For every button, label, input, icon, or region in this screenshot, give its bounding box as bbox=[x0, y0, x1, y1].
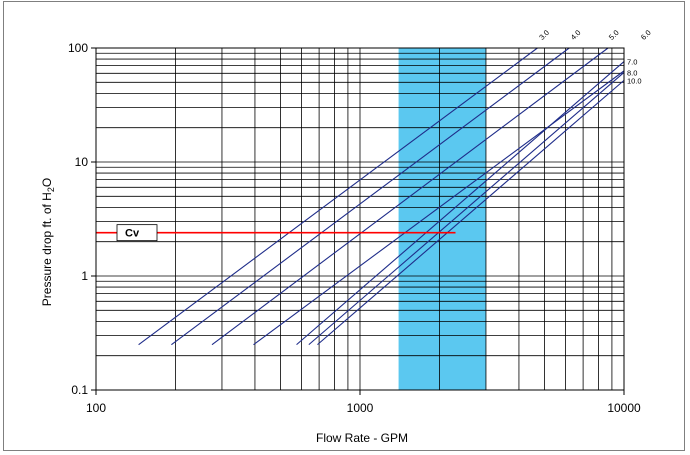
series-label-3-0: 3.0 bbox=[537, 28, 551, 42]
y-axis-title-tail: O bbox=[40, 178, 54, 187]
series-line-3-0 bbox=[138, 47, 538, 346]
series-line-7-0 bbox=[296, 61, 625, 346]
x-axis-title: Flow Rate - GPM bbox=[316, 431, 408, 445]
chart-frame: Cv 100 1000 10000 0.1 1 10 100 3.0 4.0 5.0 6.0 7.0… bbox=[3, 1, 685, 451]
series-label-5-0: 5.0 bbox=[607, 28, 621, 42]
series-line-4-0 bbox=[171, 47, 570, 346]
y-axis-title-main: Pressure drop ft. of H bbox=[40, 192, 54, 306]
y-axis-title-subscript: 2 bbox=[46, 187, 56, 192]
y-axis-title: Pressure drop ft. of H2O bbox=[40, 178, 56, 306]
cv-label: Cv bbox=[125, 228, 140, 240]
series-label-4-0: 4.0 bbox=[569, 28, 583, 42]
y-tick-label: 100 bbox=[68, 41, 88, 55]
x-tick-label: 1000 bbox=[347, 401, 374, 415]
x-tick-label: 100 bbox=[86, 401, 106, 415]
series-line-10-0 bbox=[317, 79, 625, 346]
pressure-drop-chart: Cv 100 1000 10000 0.1 1 10 100 3.0 4.0 5.0 6.0 7.0… bbox=[40, 28, 653, 445]
series-label-8-0: 8.0 bbox=[627, 68, 637, 77]
y-tick-label: 0.1 bbox=[71, 383, 88, 397]
y-tick-label: 10 bbox=[75, 155, 89, 169]
series-line-8-0 bbox=[308, 72, 625, 346]
y-tick-label: 1 bbox=[81, 269, 88, 283]
series-label-10-0: 10.0 bbox=[627, 76, 642, 85]
series-label-6-0: 6.0 bbox=[639, 28, 653, 42]
series-line-6-0 bbox=[253, 70, 625, 346]
x-tick-label: 10000 bbox=[607, 401, 641, 415]
cv-label-box bbox=[116, 224, 158, 242]
series-label-7-0: 7.0 bbox=[627, 58, 637, 67]
series-line-5-0 bbox=[211, 47, 609, 346]
